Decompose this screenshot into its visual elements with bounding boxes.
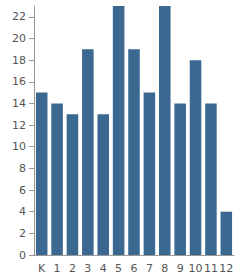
svg-text:7: 7 <box>146 262 153 275</box>
svg-text:12: 12 <box>12 119 26 132</box>
svg-text:2: 2 <box>69 262 76 275</box>
svg-text:4: 4 <box>100 262 107 275</box>
svg-text:6: 6 <box>19 184 26 197</box>
svg-text:11: 11 <box>204 262 218 275</box>
svg-text:10: 10 <box>12 140 26 153</box>
svg-text:10: 10 <box>189 262 203 275</box>
svg-text:3: 3 <box>84 262 91 275</box>
svg-text:1: 1 <box>54 262 61 275</box>
svg-text:8: 8 <box>161 262 168 275</box>
svg-text:6: 6 <box>131 262 138 275</box>
svg-text:14: 14 <box>12 97 26 110</box>
svg-text:4: 4 <box>19 205 26 218</box>
svg-text:0: 0 <box>19 249 26 262</box>
svg-text:18: 18 <box>12 54 26 67</box>
svg-text:K: K <box>38 262 46 275</box>
svg-text:5: 5 <box>115 262 122 275</box>
svg-text:22: 22 <box>12 10 26 23</box>
svg-text:9: 9 <box>177 262 184 275</box>
svg-text:20: 20 <box>12 32 26 45</box>
svg-text:12: 12 <box>219 262 233 275</box>
svg-text:16: 16 <box>12 75 26 88</box>
svg-text:8: 8 <box>19 162 26 175</box>
svg-text:2: 2 <box>19 227 26 240</box>
